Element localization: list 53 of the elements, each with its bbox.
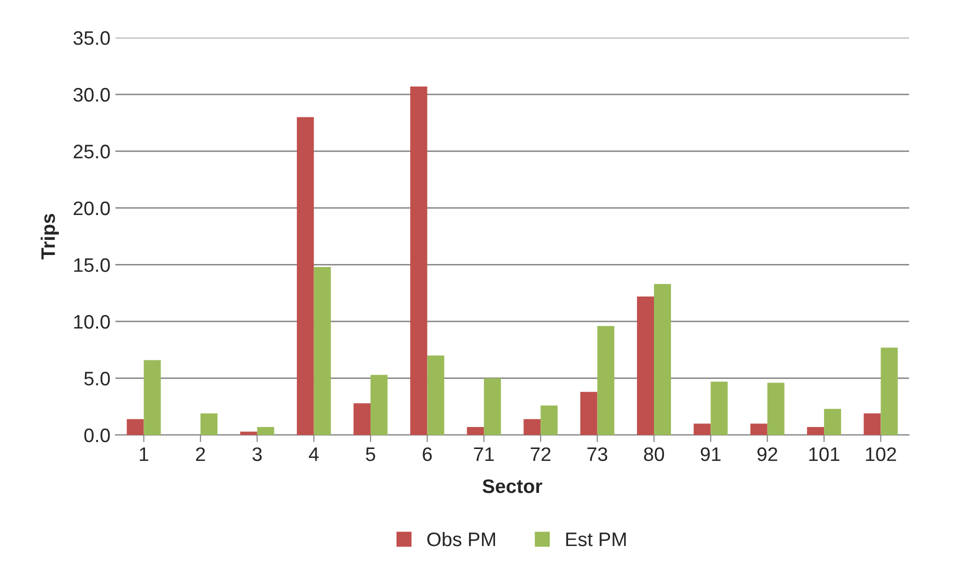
x-tick-label: 92 xyxy=(757,447,778,462)
bar xyxy=(296,117,314,435)
x-tick-label: 71 xyxy=(474,448,494,461)
bar xyxy=(484,378,501,435)
y-tick-label: 10.0 xyxy=(74,314,110,329)
y-tick-label: 15.0 xyxy=(74,258,110,272)
bar xyxy=(540,405,558,435)
bar xyxy=(466,427,484,435)
x-tick-label: 2 xyxy=(196,447,205,461)
x-tick-label: 1 xyxy=(140,448,148,461)
bar xyxy=(240,432,258,435)
x-tick-label: 91 xyxy=(700,447,721,462)
y-tick-label: 5.0 xyxy=(84,372,110,386)
bar xyxy=(144,360,161,435)
y-axis-title: Trips xyxy=(40,214,59,260)
x-tick-label: 80 xyxy=(644,447,664,462)
x-tick-label: 6 xyxy=(422,447,432,462)
bar xyxy=(807,427,824,435)
x-tick-label: 101 xyxy=(809,447,840,462)
bar xyxy=(580,392,598,435)
bar xyxy=(750,424,768,435)
bar xyxy=(654,284,671,435)
y-tick-label: 0.0 xyxy=(84,428,110,442)
y-tick-label: 30.0 xyxy=(73,88,110,102)
x-tick-label: 102 xyxy=(866,447,896,462)
y-tick-label: 35.0 xyxy=(73,31,110,45)
x-tick-label: 4 xyxy=(308,448,319,461)
bar xyxy=(597,326,614,435)
bar xyxy=(314,267,331,435)
legend-label: Est PM xyxy=(566,532,626,546)
bar xyxy=(864,413,881,435)
bar xyxy=(524,419,541,435)
bar xyxy=(370,374,388,435)
legend-label: Obs PM xyxy=(427,532,496,546)
bar xyxy=(200,413,218,435)
bar xyxy=(636,296,654,435)
x-tick-label: 73 xyxy=(587,447,608,462)
x-axis-title: Sector xyxy=(482,479,542,494)
bar xyxy=(410,86,428,435)
x-tick-label: 5 xyxy=(366,448,376,462)
bar xyxy=(694,424,711,435)
bar xyxy=(767,382,784,435)
bar xyxy=(257,427,274,435)
bar xyxy=(427,356,444,435)
bar xyxy=(126,419,144,435)
y-tick-label: 20.0 xyxy=(74,201,110,216)
bar xyxy=(880,348,898,435)
bar xyxy=(824,408,842,435)
y-tick-label: 25.0 xyxy=(74,144,110,158)
bar xyxy=(710,382,728,435)
x-tick-label: 3 xyxy=(252,447,262,462)
bar xyxy=(354,403,371,435)
x-tick-label: 72 xyxy=(530,447,550,461)
